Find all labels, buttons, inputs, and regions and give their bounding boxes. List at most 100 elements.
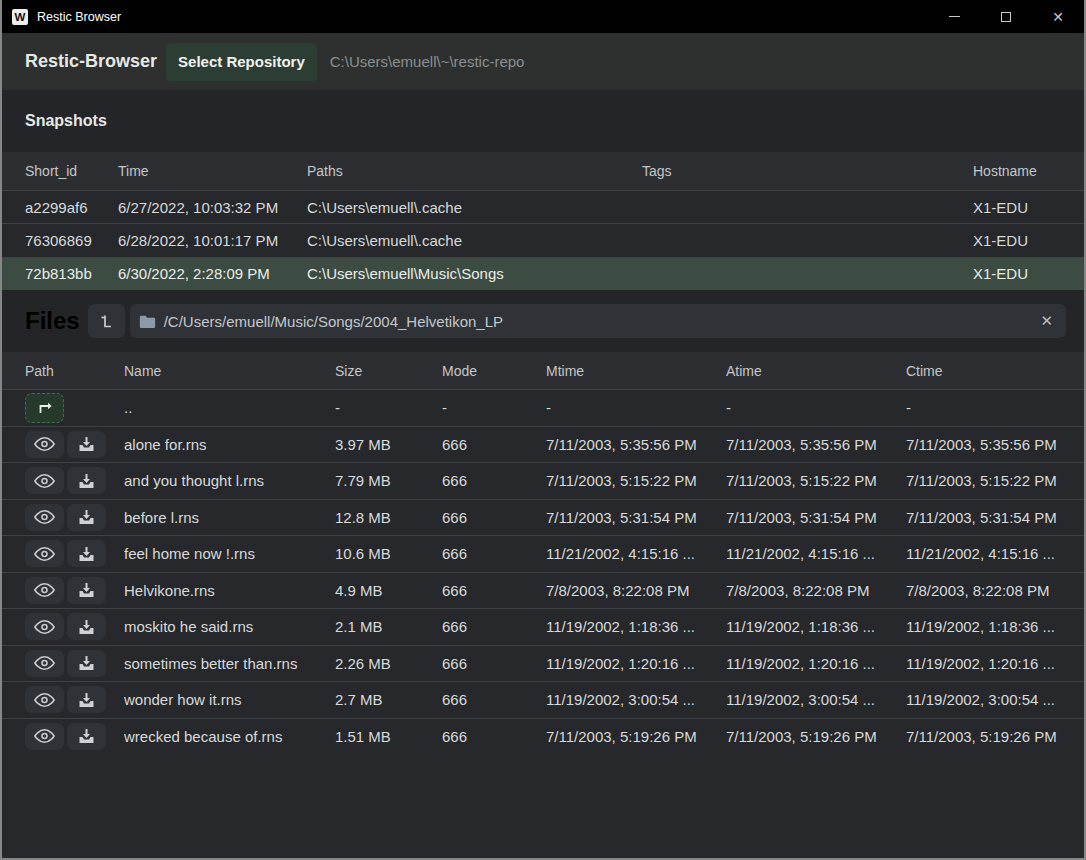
file-ctime: 11/19/2002, 1:18:36 ...: [906, 618, 1084, 635]
file-name: and you thought l.rns: [124, 472, 335, 489]
close-button[interactable]: ✕: [1032, 0, 1084, 33]
eye-icon: [33, 509, 56, 525]
col-tags: Tags: [642, 163, 973, 179]
download-file-button[interactable]: [67, 650, 106, 677]
file-size: 10.6 MB: [335, 545, 442, 562]
file-size: 1.51 MB: [335, 728, 442, 745]
file-mode: 666: [442, 509, 546, 526]
file-mtime: 7/11/2003, 5:35:56 PM: [546, 436, 726, 453]
download-file-button[interactable]: [67, 540, 106, 567]
file-ctime: 7/11/2003, 5:31:54 PM: [906, 509, 1084, 526]
file-ctime: 7/11/2003, 5:35:56 PM: [906, 436, 1084, 453]
snapshots-heading: Snapshots: [25, 112, 107, 130]
download-file-button[interactable]: [67, 723, 106, 750]
preview-file-button[interactable]: [25, 431, 64, 458]
close-icon: ✕: [1052, 10, 1064, 24]
col-short-id: Short_id: [25, 163, 118, 179]
file-ctime: 11/21/2002, 4:15:16 ...: [906, 545, 1084, 562]
file-ctime: 11/19/2002, 3:00:54 ...: [906, 691, 1084, 708]
preview-file-button[interactable]: [25, 723, 64, 750]
files-heading: Files: [25, 307, 80, 335]
snapshot-short-id: 76306869: [25, 232, 118, 249]
eye-icon: [33, 436, 56, 452]
file-mode: 666: [442, 582, 546, 599]
file-row[interactable]: before l.rns 12.8 MB 666 7/11/2003, 5:31…: [2, 499, 1084, 536]
file-size: 3.97 MB: [335, 436, 442, 453]
download-file-button[interactable]: [67, 686, 106, 713]
file-name: wrecked because of.rns: [124, 728, 335, 745]
preview-file-button[interactable]: [25, 504, 64, 531]
download-icon: [78, 619, 95, 635]
download-file-button[interactable]: [67, 577, 106, 604]
minimize-icon: [949, 16, 960, 17]
preview-file-button[interactable]: [25, 540, 64, 567]
download-icon: [78, 728, 95, 744]
tree-view-toggle-button[interactable]: [88, 304, 125, 338]
eye-icon: [33, 655, 56, 671]
tree-icon: [97, 312, 115, 330]
file-mode: 666: [442, 618, 546, 635]
select-repository-button[interactable]: Select Repository: [166, 43, 317, 81]
snapshot-row[interactable]: a2299af6 6/27/2022, 10:03:32 PM C:\Users…: [2, 190, 1084, 223]
snapshots-table: a2299af6 6/27/2022, 10:03:32 PM C:\Users…: [2, 190, 1084, 290]
file-mtime: 11/19/2002, 1:18:36 ...: [546, 618, 726, 635]
file-row[interactable]: Helvikone.rns 4.9 MB 666 7/8/2003, 8:22:…: [2, 572, 1084, 609]
file-row[interactable]: wrecked because of.rns 1.51 MB 666 7/11/…: [2, 718, 1084, 755]
file-ctime: 7/8/2003, 8:22:08 PM: [906, 582, 1084, 599]
file-row[interactable]: moskito he said.rns 2.1 MB 666 11/19/200…: [2, 608, 1084, 645]
file-size: 2.1 MB: [335, 618, 442, 635]
eye-icon: [33, 728, 56, 744]
col-hostname: Hostname: [973, 163, 1084, 179]
col-paths: Paths: [307, 163, 642, 179]
file-mtime: 7/8/2003, 8:22:08 PM: [546, 582, 726, 599]
go-up-button[interactable]: [25, 393, 64, 423]
snapshot-short-id: 72b813bb: [25, 265, 118, 282]
file-row[interactable]: feel home now !.rns 10.6 MB 666 11/21/20…: [2, 535, 1084, 572]
download-file-button[interactable]: [67, 613, 106, 640]
files-table: alone for.rns 3.97 MB 666 7/11/2003, 5:3…: [2, 426, 1084, 755]
minimize-button[interactable]: [928, 0, 980, 33]
file-size: 2.26 MB: [335, 655, 442, 672]
snapshot-hostname: X1-EDU: [973, 232, 1084, 249]
file-row[interactable]: sometimes better than.rns 2.26 MB 666 11…: [2, 645, 1084, 682]
repository-path: C:\Users\emuell\~\restic-repo: [330, 53, 525, 70]
file-mtime: 7/11/2003, 5:19:26 PM: [546, 728, 726, 745]
snapshot-row[interactable]: 76306869 6/28/2022, 10:01:17 PM C:\Users…: [2, 223, 1084, 256]
preview-file-button[interactable]: [25, 613, 64, 640]
current-path-bar[interactable]: /C/Users/emuell/Music/Songs/2004_Helveti…: [130, 304, 1066, 338]
preview-file-button[interactable]: [25, 467, 64, 494]
file-name: alone for.rns: [124, 436, 335, 453]
download-icon: [78, 436, 95, 452]
maximize-button[interactable]: [980, 0, 1032, 33]
file-atime: 11/21/2002, 4:15:16 ...: [726, 545, 906, 562]
download-icon: [78, 546, 95, 562]
preview-file-button[interactable]: [25, 577, 64, 604]
col-path: Path: [25, 363, 124, 379]
eye-icon: [33, 546, 56, 562]
file-size: 12.8 MB: [335, 509, 442, 526]
col-ctime: Ctime: [906, 363, 1084, 379]
eye-icon: [33, 619, 56, 635]
download-icon: [78, 655, 95, 671]
file-name: sometimes better than.rns: [124, 655, 335, 672]
preview-file-button[interactable]: [25, 686, 64, 713]
folder-icon: [139, 314, 156, 329]
snapshot-paths: C:\Users\emuell\Music\Songs: [307, 265, 642, 282]
file-row[interactable]: wonder how it.rns 2.7 MB 666 11/19/2002,…: [2, 681, 1084, 718]
snapshot-row[interactable]: 72b813bb 6/30/2022, 2:28:09 PM C:\Users\…: [2, 257, 1084, 290]
parent-directory-row[interactable]: .. - - - - -: [2, 389, 1084, 426]
preview-file-button[interactable]: [25, 650, 64, 677]
file-atime: 7/8/2003, 8:22:08 PM: [726, 582, 906, 599]
file-name: ..: [124, 399, 335, 416]
file-row[interactable]: and you thought l.rns 7.79 MB 666 7/11/2…: [2, 462, 1084, 499]
download-file-button[interactable]: [67, 504, 106, 531]
file-mode: -: [442, 399, 546, 416]
col-atime: Atime: [726, 363, 906, 379]
download-file-button[interactable]: [67, 467, 106, 494]
file-row[interactable]: alone for.rns 3.97 MB 666 7/11/2003, 5:3…: [2, 426, 1084, 463]
download-icon: [78, 509, 95, 525]
col-time: Time: [118, 163, 307, 179]
clear-path-button[interactable]: ✕: [1036, 312, 1057, 330]
download-file-button[interactable]: [67, 431, 106, 458]
current-path-text: /C/Users/emuell/Music/Songs/2004_Helveti…: [164, 313, 503, 330]
